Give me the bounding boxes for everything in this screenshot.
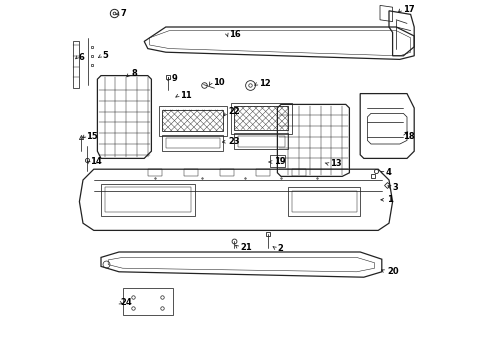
Bar (159, 106, 227, 136)
Text: 6: 6 (79, 53, 85, 62)
Bar (270, 155, 285, 167)
Bar (73, 41, 79, 88)
Text: 9: 9 (171, 74, 177, 83)
Text: 5: 5 (103, 51, 109, 60)
Bar (148, 169, 162, 176)
Bar (238, 136, 285, 147)
Text: 21: 21 (240, 243, 252, 252)
Bar (162, 135, 223, 151)
Text: 16: 16 (229, 30, 241, 39)
Bar (101, 184, 195, 216)
Bar (231, 103, 292, 134)
Text: 17: 17 (403, 4, 415, 13)
Text: 2: 2 (277, 244, 283, 253)
Text: 20: 20 (387, 267, 399, 276)
Bar (122, 288, 173, 315)
Text: 13: 13 (330, 159, 341, 168)
Bar (292, 191, 357, 212)
Text: 7: 7 (121, 9, 126, 18)
Text: 11: 11 (180, 91, 192, 100)
Bar (220, 169, 234, 176)
Bar (234, 106, 288, 130)
Text: 14: 14 (90, 158, 102, 166)
Text: 10: 10 (213, 78, 224, 87)
Text: 12: 12 (259, 79, 271, 88)
Text: 23: 23 (229, 137, 241, 146)
Bar (234, 133, 288, 149)
Bar (162, 110, 223, 131)
Text: 24: 24 (121, 298, 133, 307)
Text: 15: 15 (86, 132, 98, 141)
Text: 22: 22 (229, 107, 241, 116)
Bar (166, 138, 220, 148)
Text: 8: 8 (132, 69, 137, 78)
Text: 19: 19 (274, 158, 285, 166)
Text: 3: 3 (392, 183, 398, 192)
Bar (104, 187, 191, 212)
Text: 18: 18 (403, 132, 415, 141)
Text: 1: 1 (387, 195, 393, 204)
Text: 4: 4 (386, 168, 392, 177)
Bar (184, 169, 198, 176)
Bar (256, 169, 270, 176)
Bar (288, 187, 360, 216)
Bar (292, 169, 306, 176)
